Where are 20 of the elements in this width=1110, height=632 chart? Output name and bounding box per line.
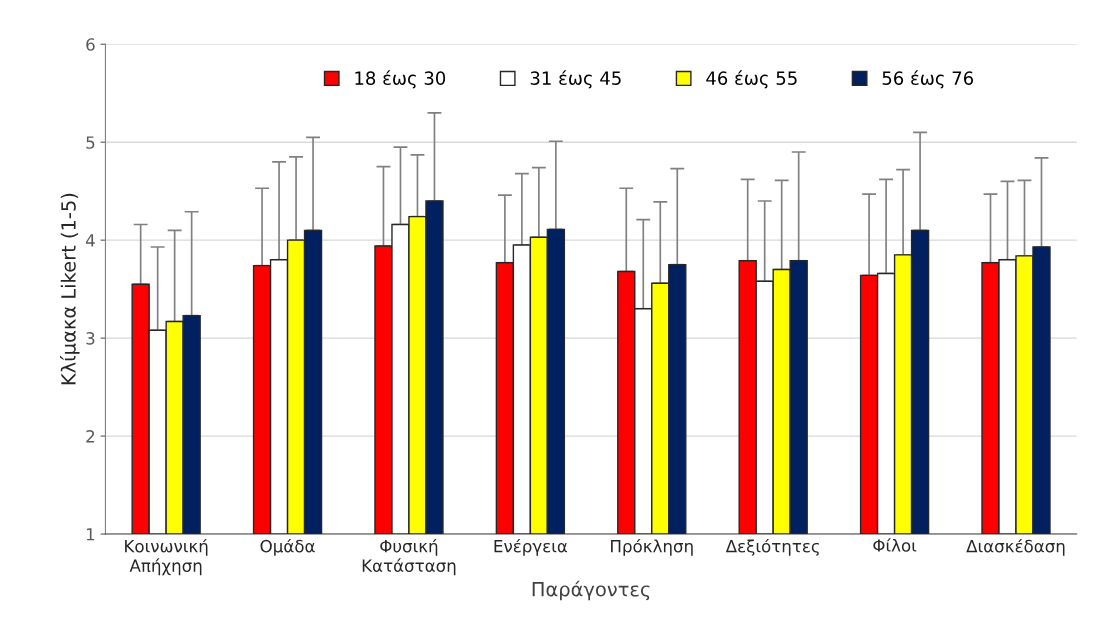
legend-label: 18 έως 30: [355, 70, 446, 89]
y-tick-label: 4: [85, 234, 95, 247]
y-axis-title: Κλίμακα Likert (1-5): [59, 193, 80, 385]
x-tick-label: Φίλοι: [873, 538, 917, 552]
y-tick-label: 6: [86, 38, 95, 51]
x-tick-label: Φυσική Κατάσταση: [362, 538, 456, 576]
x-tick-label: Διασκέδαση: [966, 538, 1065, 556]
x-tick-label: Ενέργεια: [494, 538, 568, 556]
legend-label: 56 έως 76: [882, 70, 974, 89]
y-tick-label: 3: [86, 332, 95, 345]
legend-label: 31 έως 45: [530, 70, 621, 89]
x-tick-label: Ομάδα: [260, 538, 315, 556]
x-tick-label: Δεξιότητες: [725, 538, 820, 556]
y-tick-label: 2: [86, 430, 95, 443]
y-tick-label: 1: [86, 528, 95, 541]
y-tick-label: 5: [86, 136, 95, 149]
x-tick-label: Κοινωνική Απήχηση: [125, 538, 208, 576]
x-axis-title: Παράγοντες: [532, 580, 650, 601]
legend-label: 46 έως 55: [706, 70, 797, 89]
x-tick-label: Πρόκληση: [611, 538, 693, 556]
